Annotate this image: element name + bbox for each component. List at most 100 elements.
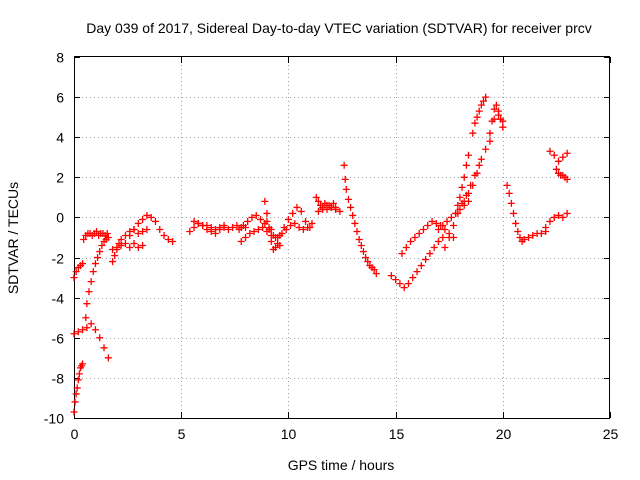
- data-point: [417, 262, 425, 270]
- data-point: [126, 231, 134, 239]
- data-point: [372, 270, 380, 278]
- data-point: [248, 213, 256, 221]
- series-arc-3: [70, 320, 112, 362]
- x-tick-label: 25: [603, 426, 619, 442]
- data-point: [109, 246, 117, 254]
- data-point: [79, 326, 87, 334]
- y-tick-labels: -10 -8 -6 -4 -2 0 2 4 6 8: [44, 50, 64, 427]
- data-point: [357, 242, 365, 250]
- series-arc-5: [80, 227, 111, 244]
- data-point: [370, 266, 378, 274]
- data-point: [190, 223, 198, 231]
- data-point: [267, 225, 275, 233]
- data-point: [486, 129, 494, 137]
- data-point: [103, 229, 111, 237]
- data-point: [439, 221, 447, 229]
- data-point: [477, 101, 485, 109]
- data-point: [555, 157, 563, 165]
- data-point: [156, 225, 164, 233]
- data-point: [462, 161, 470, 169]
- data-point: [445, 234, 453, 241]
- data-point: [473, 169, 481, 177]
- data-point: [469, 181, 477, 189]
- data-point: [297, 207, 305, 215]
- data-point: [555, 211, 563, 219]
- data-point: [134, 219, 142, 227]
- data-point: [314, 207, 322, 215]
- data-point: [284, 215, 292, 223]
- data-point: [134, 229, 142, 237]
- data-point: [443, 217, 451, 225]
- series-arc-24: [452, 151, 472, 217]
- data-point: [229, 223, 237, 231]
- series-arc-32: [552, 165, 571, 183]
- series-arc-8: [126, 211, 177, 246]
- data-point: [456, 193, 464, 201]
- data-point: [282, 225, 290, 233]
- data-point: [169, 238, 177, 246]
- data-point: [404, 280, 412, 288]
- data-point: [477, 155, 485, 163]
- data-point: [402, 244, 410, 252]
- data-point: [259, 223, 267, 231]
- y-axis-label: SDTVAR / TECUs: [5, 182, 21, 294]
- data-point: [242, 234, 250, 241]
- data-point: [464, 151, 472, 159]
- data-point: [263, 227, 271, 235]
- data-point: [552, 165, 560, 173]
- data-point: [314, 197, 322, 205]
- data-point: [91, 326, 99, 334]
- data-point: [139, 242, 147, 250]
- data-point: [492, 101, 500, 109]
- data-point: [520, 236, 528, 244]
- plot-frame: [74, 56, 610, 419]
- data-point: [364, 258, 372, 266]
- x-tick-label: 5: [178, 426, 186, 442]
- data-point: [546, 217, 554, 225]
- data-point: [79, 260, 87, 268]
- data-point: [235, 225, 243, 233]
- axis-ticks: [74, 57, 611, 419]
- data-point: [336, 207, 344, 215]
- data-point: [91, 260, 99, 268]
- data-point: [507, 199, 515, 207]
- data-point: [73, 384, 81, 392]
- data-point: [293, 203, 301, 211]
- data-point: [419, 225, 427, 233]
- series-arc-17: [314, 201, 344, 215]
- data-point: [415, 229, 423, 237]
- data-point: [537, 229, 545, 237]
- data-point: [237, 238, 245, 246]
- data-point: [542, 223, 550, 231]
- data-point: [460, 197, 468, 205]
- data-point: [121, 240, 129, 248]
- data-point: [559, 153, 567, 161]
- series-arc-19: [370, 266, 380, 278]
- data-point: [100, 344, 108, 352]
- data-point: [263, 217, 271, 225]
- data-point: [400, 284, 408, 292]
- grid: [74, 57, 610, 418]
- data-point: [74, 328, 82, 336]
- data-point: [432, 219, 440, 227]
- series-arc-4: [82, 234, 112, 322]
- data-point: [495, 111, 503, 119]
- data-point: [295, 223, 303, 231]
- data-point: [252, 211, 260, 219]
- data-point: [430, 244, 438, 252]
- data-point: [143, 211, 151, 219]
- data-point: [398, 250, 406, 258]
- series-arc-10: [190, 217, 228, 237]
- data-point: [499, 117, 507, 125]
- data-point: [87, 278, 95, 286]
- data-point: [563, 149, 571, 157]
- data-point: [559, 213, 567, 221]
- series-arc-7: [109, 240, 147, 254]
- data-point: [302, 217, 310, 225]
- data-point: [516, 234, 524, 241]
- data-point: [216, 225, 224, 233]
- data-point: [304, 223, 312, 231]
- data-point: [428, 217, 436, 225]
- data-point: [93, 227, 101, 235]
- data-point: [441, 244, 449, 252]
